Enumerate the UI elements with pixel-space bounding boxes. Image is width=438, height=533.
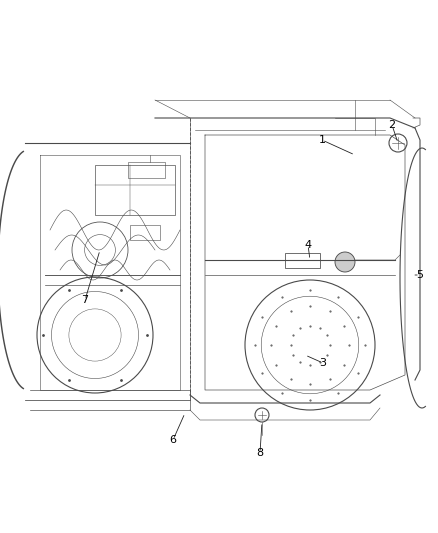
Ellipse shape xyxy=(389,134,407,152)
Text: 5: 5 xyxy=(417,270,424,280)
Text: 7: 7 xyxy=(81,295,88,305)
Text: 3: 3 xyxy=(319,358,326,368)
Ellipse shape xyxy=(335,252,355,272)
Ellipse shape xyxy=(255,408,269,422)
Text: 2: 2 xyxy=(389,120,396,130)
Text: 6: 6 xyxy=(170,435,177,445)
Text: 4: 4 xyxy=(304,240,311,250)
Text: 1: 1 xyxy=(318,135,325,145)
Text: 8: 8 xyxy=(256,448,264,458)
